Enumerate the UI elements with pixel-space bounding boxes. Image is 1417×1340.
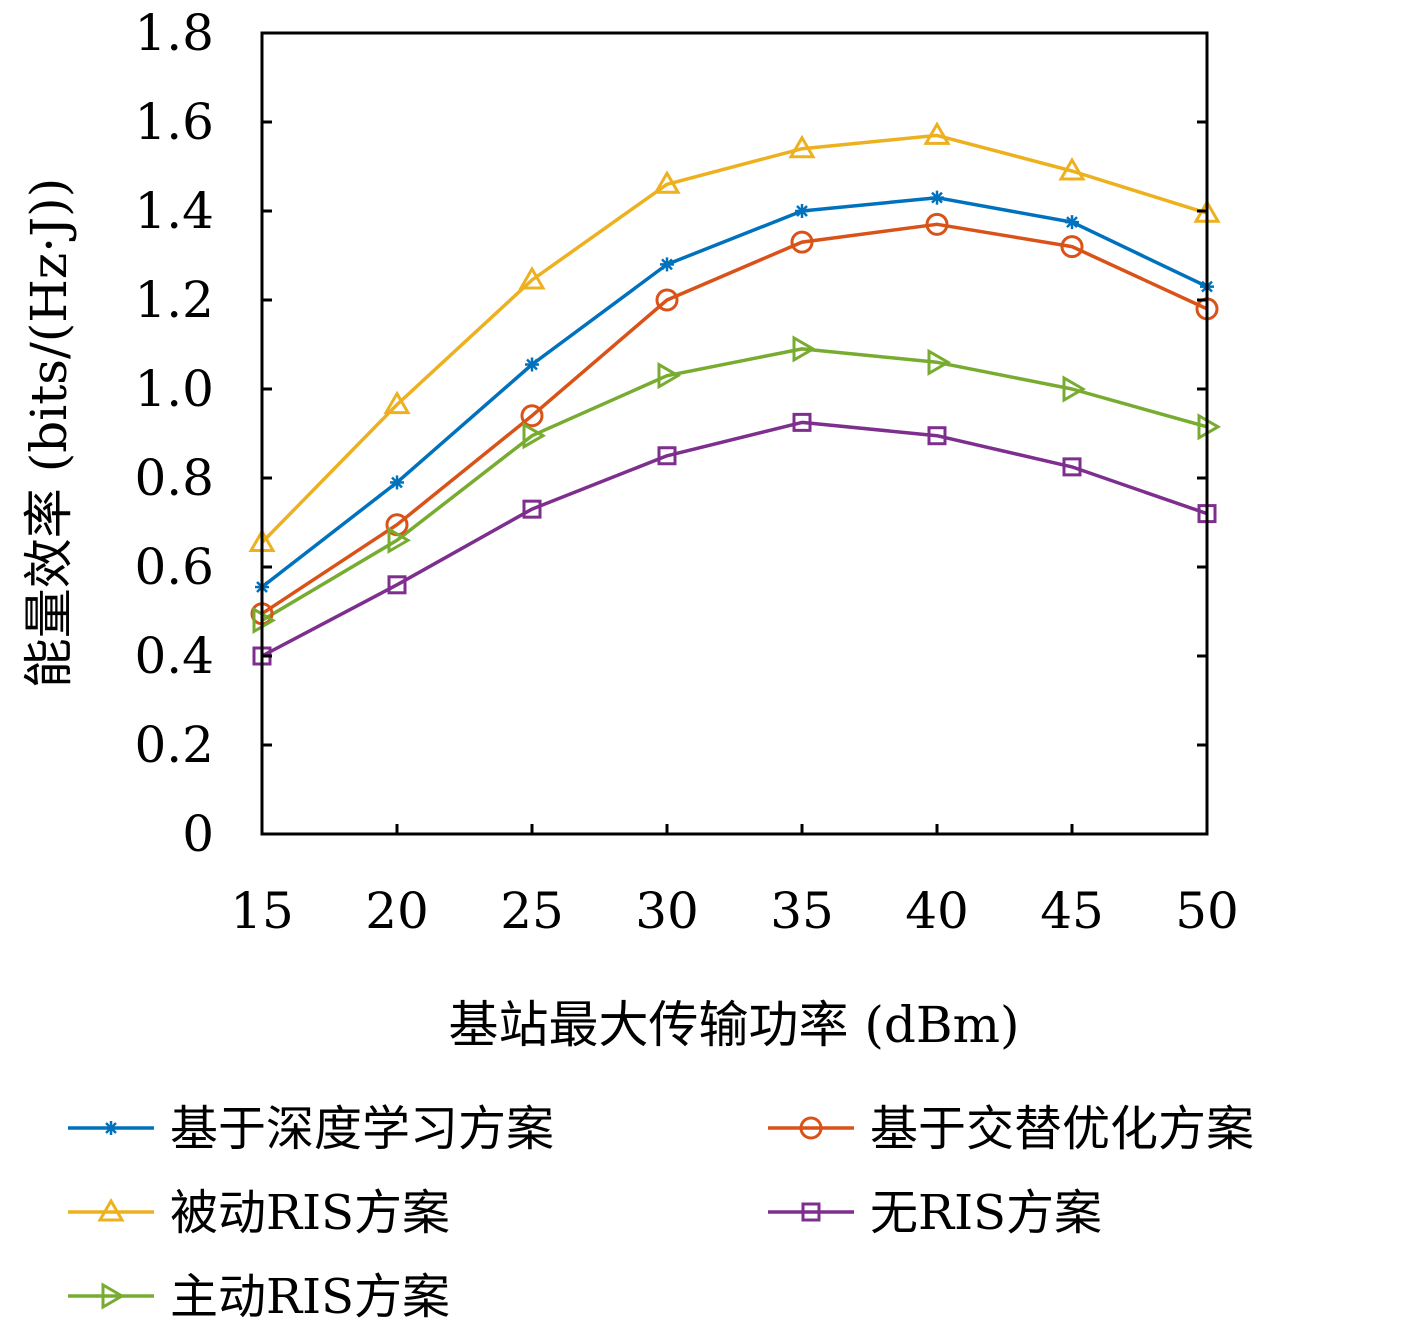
- data-point: [518, 265, 546, 290]
- x-tick-label: 35: [770, 882, 834, 940]
- x-tick-label: 50: [1175, 882, 1239, 940]
- data-point: [788, 134, 816, 159]
- data-point: [660, 257, 674, 272]
- data-point: [930, 190, 944, 205]
- data-point: [522, 422, 546, 450]
- data-point: [522, 499, 542, 519]
- data-point: [657, 446, 677, 466]
- data-point: [792, 412, 812, 432]
- data-point: [655, 288, 679, 312]
- data-point: [1065, 215, 1079, 230]
- legend-item: 无RIS方案: [768, 1185, 1102, 1241]
- x-tick-label: 30: [635, 882, 699, 940]
- data-point: [1060, 235, 1084, 259]
- legend-item: 基于交替优化方案: [768, 1101, 1254, 1157]
- data-point: [923, 121, 951, 145]
- legend-marker: [799, 1116, 823, 1140]
- data-point: [653, 170, 681, 194]
- y-tick-label: 0.8: [134, 449, 214, 507]
- legend-marker: [101, 1282, 125, 1310]
- legend-item: 主动RIS方案: [68, 1269, 450, 1325]
- legend-label: 被动RIS方案: [170, 1185, 450, 1241]
- data-point-stroke: [931, 191, 943, 204]
- y-axis-title: 能量效率 (bits/(Hz·J)): [20, 178, 78, 688]
- y-tick-label: 1.2: [134, 271, 214, 329]
- plot-frame: [260, 31, 1209, 836]
- data-point: [792, 335, 816, 363]
- data-point: [790, 230, 814, 254]
- data-point: [925, 212, 949, 236]
- legend-marker: [97, 1198, 125, 1222]
- y-tick-label: 0.6: [134, 538, 214, 596]
- legend-label: 主动RIS方案: [170, 1269, 450, 1325]
- data-point: [927, 348, 951, 376]
- legend-marker-stroke: [105, 1122, 117, 1134]
- data-point-stroke: [661, 258, 673, 271]
- y-tick-label: 0.2: [134, 716, 214, 774]
- data-point: [1062, 375, 1086, 403]
- x-axis-title: 基站最大传输功率 (dBm): [448, 996, 1019, 1054]
- legend-marker: [104, 1121, 118, 1135]
- series-line-0: [260, 195, 1208, 589]
- series-lines: [260, 133, 1208, 658]
- data-point: [387, 526, 411, 554]
- data-point: [795, 204, 809, 218]
- y-tick-label: 1.8: [134, 4, 214, 62]
- x-tick-label: 20: [365, 882, 429, 940]
- legend-item: 被动RIS方案: [68, 1185, 450, 1241]
- y-tick-label: 1.6: [134, 93, 214, 151]
- data-point-stroke: [526, 358, 538, 371]
- series-line-3: [261, 420, 1208, 658]
- data-point: [525, 357, 539, 372]
- x-tick-label: 40: [905, 882, 969, 940]
- series-markers: [248, 121, 1221, 666]
- x-axis: 15 20 25 30 35 40 45 50: [230, 824, 1239, 940]
- data-point: [1062, 457, 1082, 477]
- legend-marker: [801, 1202, 821, 1222]
- data-point-stroke: [1066, 216, 1078, 229]
- series-line-4: [261, 347, 1208, 622]
- x-tick-label: 15: [230, 882, 294, 940]
- data-point: [927, 426, 947, 446]
- data-point: [1058, 156, 1086, 181]
- y-tick-label: 0.4: [134, 627, 214, 685]
- x-tick-label: 45: [1040, 882, 1104, 940]
- legend-label: 无RIS方案: [870, 1185, 1102, 1241]
- legend-item: 基于深度学习方案: [68, 1101, 554, 1157]
- y-tick-label: 1.4: [134, 182, 214, 240]
- y-tick-label: 1.0: [134, 360, 214, 418]
- data-point: [390, 475, 404, 490]
- data-point-stroke: [391, 476, 403, 489]
- y-tick-label: 0: [182, 805, 214, 863]
- x-tick-label: 25: [500, 882, 564, 940]
- series-line-1: [261, 222, 1208, 616]
- legend-label: 基于交替优化方案: [870, 1101, 1254, 1157]
- legend-label: 基于深度学习方案: [170, 1101, 554, 1157]
- data-point-stroke: [796, 205, 808, 217]
- data-point: [657, 362, 681, 390]
- y-axis: 0 0.2 0.4 0.6 0.8 1.0 1.2 1.4 1.6 1.8: [134, 4, 1207, 863]
- series-line-2: [260, 133, 1208, 544]
- data-point: [383, 390, 411, 415]
- data-point: [520, 404, 544, 428]
- data-point: [387, 575, 407, 595]
